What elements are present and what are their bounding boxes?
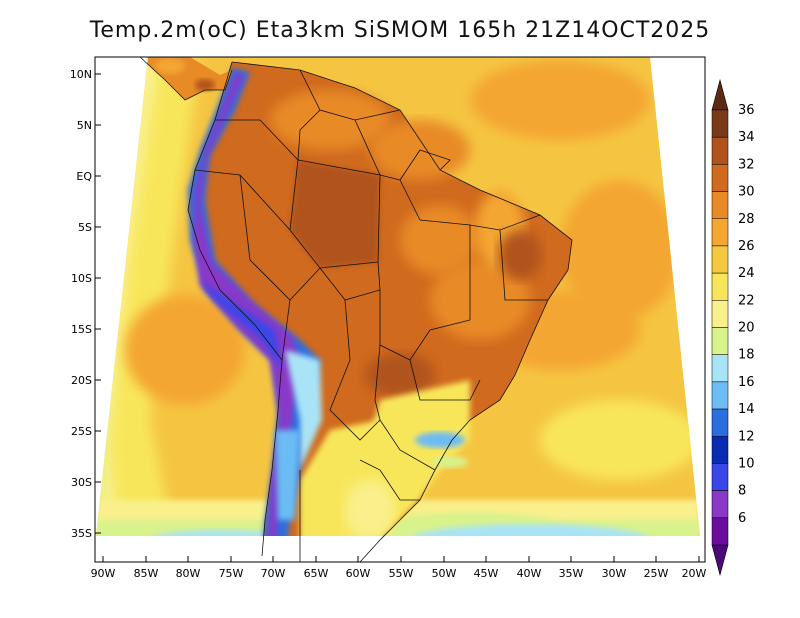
colorbar-label: 36: [738, 103, 755, 118]
colorbar-segment: [711, 300, 729, 328]
lon-label: 45W: [474, 567, 499, 580]
colorbar-label: 24: [738, 266, 755, 281]
colorbar-segment: [711, 218, 729, 247]
colorbar-label: 30: [738, 185, 755, 200]
map-title: Temp.2m(oC) Eta3km SiSMOM 165h 21Z14OCT2…: [89, 18, 711, 43]
lon-label: 80W: [176, 567, 201, 580]
lon-label: 70W: [261, 567, 286, 580]
lon-label: 90W: [91, 567, 116, 580]
lat-label: 15S: [71, 323, 92, 336]
lat-label: 30S: [71, 476, 92, 489]
lat-label: 5N: [77, 119, 92, 132]
lon-label: 65W: [304, 567, 329, 580]
lat-label: 35S: [71, 527, 92, 540]
colorbar-label: 8: [738, 484, 746, 499]
colorbar-label: 28: [738, 212, 755, 227]
latitude-axis: 10N 5N EQ 5S 10S 15S 20S 25S 30S 35S: [70, 68, 101, 540]
colorbar-segment: [711, 164, 729, 192]
lat-label: 20S: [71, 374, 92, 387]
colorbar-max-arrow: [711, 78, 729, 111]
lon-label: 25W: [644, 567, 669, 580]
lon-label: 50W: [432, 567, 457, 580]
colorbar-label: 12: [738, 429, 755, 444]
longitude-axis: 90W 85W 80W 75W 70W 65W 60W 55W 50W 45W …: [91, 556, 707, 580]
colorbar-segment: [711, 354, 729, 383]
colorbar-label: 18: [738, 348, 755, 363]
colorbar-min-arrow: [711, 544, 729, 577]
lon-label: 20W: [682, 567, 707, 580]
colorbar-segment: [711, 109, 729, 138]
colorbar-segment: [711, 245, 729, 274]
colorbar-segment: [711, 408, 729, 437]
colorbar-segment: [711, 517, 729, 546]
colorbar-segment: [711, 136, 729, 165]
colorbar-label: 10: [738, 456, 755, 471]
colorbar-segment: [711, 436, 729, 464]
colorbar-segment: [711, 272, 729, 301]
colorbar-label: 14: [738, 402, 755, 417]
colorbar-segment: [711, 381, 729, 410]
colorbar-segment: [711, 463, 729, 491]
lat-label: 10N: [70, 68, 92, 81]
colorbar: 36 34 32 30 28 26 24 22 20 18 16 14 12 10 8 6: [711, 78, 755, 577]
lat-label: 25S: [71, 425, 92, 438]
lon-label: 75W: [219, 567, 244, 580]
lon-label: 30W: [602, 567, 627, 580]
colorbar-label: 20: [738, 321, 755, 336]
colorbar-label: 16: [738, 375, 755, 390]
colorbar-segment: [711, 490, 729, 519]
lon-label: 40W: [517, 567, 542, 580]
colorbar-label: 34: [738, 130, 755, 145]
country-borders: [139, 56, 573, 563]
temperature-field: [96, 57, 700, 536]
lat-label: 5S: [78, 221, 92, 234]
lat-label: 10S: [71, 272, 92, 285]
lon-label: 55W: [389, 567, 414, 580]
colorbar-segment: [711, 327, 729, 355]
lon-label: 85W: [134, 567, 159, 580]
colorbar-label: 22: [738, 293, 755, 308]
lon-label: 60W: [346, 567, 371, 580]
lat-label: EQ: [76, 170, 92, 183]
lon-label: 35W: [559, 567, 584, 580]
colorbar-label: 32: [738, 157, 755, 172]
colorbar-segment: [711, 191, 729, 219]
plot-border: [94, 56, 706, 563]
colorbar-label: 26: [738, 239, 755, 254]
colorbar-label: 6: [738, 511, 746, 526]
